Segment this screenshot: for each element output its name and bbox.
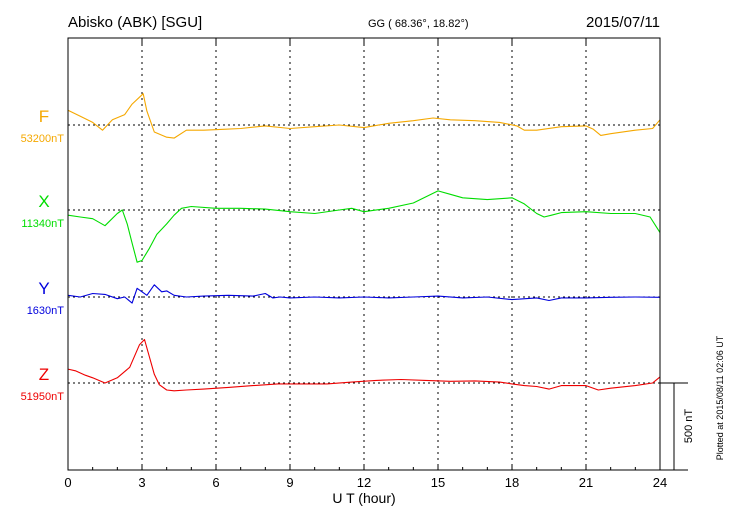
- x-tick-label: 3: [138, 475, 145, 490]
- x-tick-label: 15: [431, 475, 445, 490]
- x-tick-label: 9: [286, 475, 293, 490]
- coordinates-label: GG ( 68.36°, 18.82°): [368, 18, 469, 30]
- series-line-x: [67, 190, 661, 263]
- series-lines: [67, 93, 661, 392]
- scale-bar-label: 500 nT: [683, 409, 695, 444]
- x-tick-label: 18: [505, 475, 519, 490]
- series-name-y: Y: [38, 279, 49, 298]
- x-tick-label: 0: [64, 475, 71, 490]
- series-name-x: X: [38, 192, 49, 211]
- series-name-z: Z: [39, 365, 49, 384]
- grid-lines: [141, 38, 587, 470]
- x-tick-label: 6: [212, 475, 219, 490]
- series-baseline-z: 51950nT: [21, 391, 65, 403]
- series-baseline-x: 11340nT: [21, 218, 64, 230]
- x-tick-label: 12: [357, 475, 371, 490]
- x-axis-ticks: 0 3 6 9 12 15 18 21 24: [64, 38, 667, 490]
- series-line-f: [67, 93, 661, 139]
- x-tick-label: 21: [579, 475, 593, 490]
- series-line-z: [67, 338, 661, 392]
- x-axis-label: U T (hour): [332, 490, 395, 506]
- series-baseline-f: 53200nT: [21, 133, 65, 145]
- series-baseline-y: 1630nT: [27, 305, 65, 317]
- series-line-y: [67, 284, 661, 304]
- series-name-f: F: [39, 107, 49, 126]
- station-title: Abisko (ABK) [SGU]: [68, 14, 202, 31]
- x-tick-label: 24: [653, 475, 667, 490]
- series-labels: F 53200nT X 11340nT Y 1630nT Z 51950nT: [21, 107, 65, 403]
- plotted-timestamp: Plotted at 2015/08/11 02:06 UT: [715, 335, 725, 460]
- date-label: 2015/07/11: [586, 14, 660, 31]
